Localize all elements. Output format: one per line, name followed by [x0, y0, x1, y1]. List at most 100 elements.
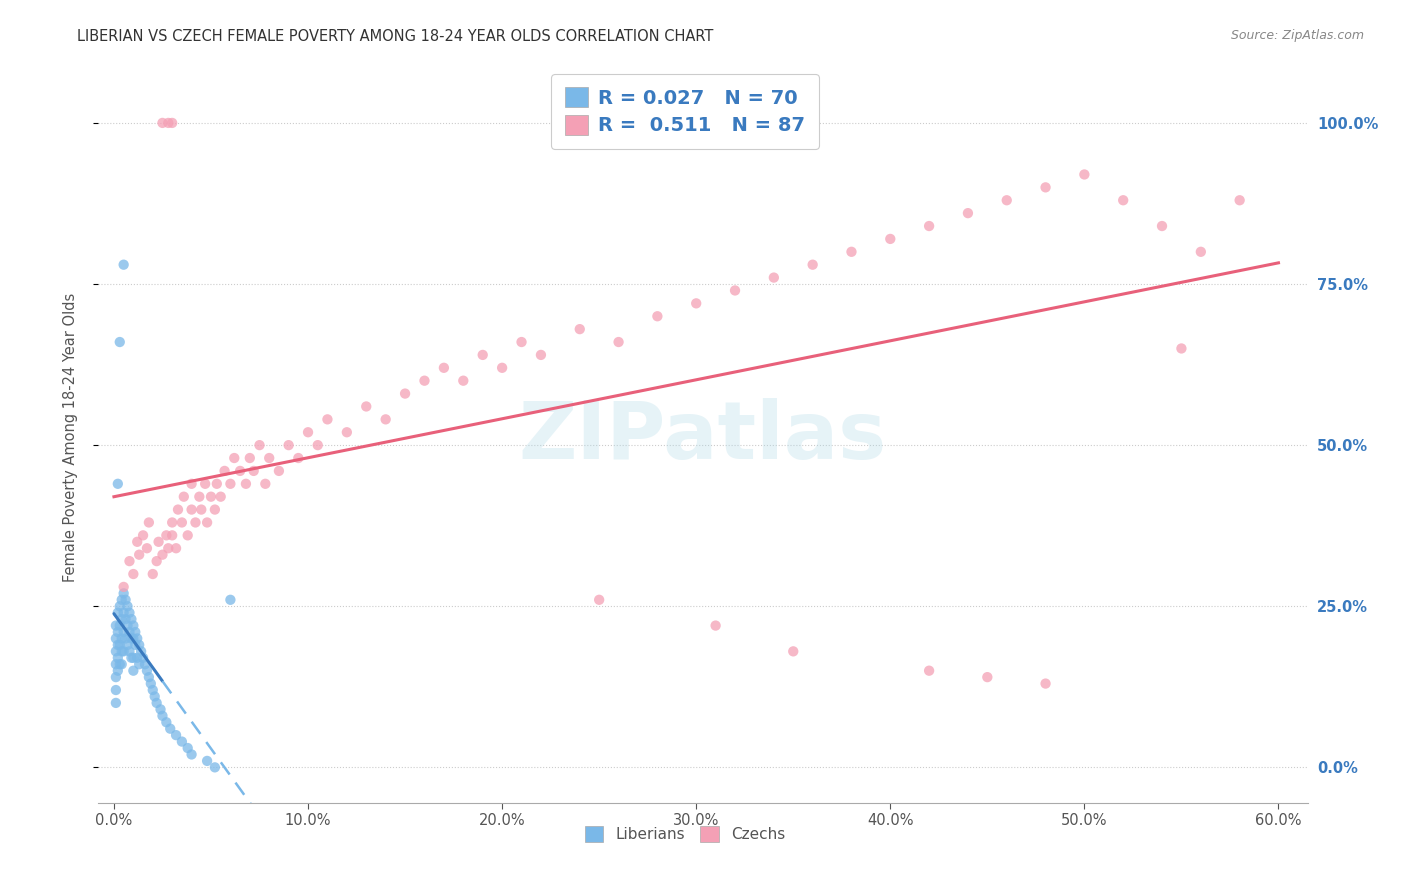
Point	[155, 528, 177, 542]
Point	[120, 650, 142, 665]
Point	[1035, 180, 1057, 194]
Point	[1035, 676, 1057, 690]
Point	[453, 374, 475, 388]
Point	[117, 638, 139, 652]
Point	[149, 702, 172, 716]
Point	[995, 193, 1018, 207]
Point	[510, 334, 533, 349]
Point	[762, 270, 785, 285]
Point	[647, 310, 669, 324]
Point	[235, 476, 257, 491]
Point	[180, 747, 202, 762]
Point	[195, 754, 218, 768]
Point	[374, 412, 396, 426]
Point	[142, 683, 165, 698]
Point	[138, 516, 160, 530]
Point	[122, 632, 145, 646]
Point	[530, 348, 553, 362]
Point	[491, 360, 513, 375]
Point	[841, 244, 863, 259]
Point	[108, 618, 131, 632]
Point	[188, 490, 211, 504]
Point	[394, 386, 416, 401]
Point	[219, 476, 242, 491]
Point	[354, 400, 377, 414]
Point	[152, 116, 174, 130]
Text: ZIPatlas: ZIPatlas	[519, 398, 887, 476]
Point	[114, 592, 136, 607]
Point	[107, 625, 129, 640]
Point	[118, 554, 141, 568]
Point	[128, 657, 150, 672]
Point	[104, 644, 127, 658]
Point	[114, 632, 136, 646]
Point	[160, 116, 183, 130]
Point	[127, 534, 149, 549]
Point	[704, 618, 727, 632]
Y-axis label: Female Poverty Among 18-24 Year Olds: Female Poverty Among 18-24 Year Olds	[63, 293, 77, 582]
Point	[132, 528, 155, 542]
Point	[160, 516, 183, 530]
Point	[204, 502, 226, 516]
Point	[1189, 244, 1212, 259]
Point	[148, 534, 170, 549]
Point	[267, 464, 290, 478]
Point	[136, 664, 159, 678]
Point	[239, 450, 262, 465]
Point	[205, 476, 228, 491]
Point	[108, 599, 131, 614]
Point	[155, 715, 177, 730]
Point	[145, 554, 167, 568]
Point	[104, 618, 127, 632]
Point	[111, 632, 134, 646]
Point	[107, 664, 129, 678]
Point	[112, 258, 135, 272]
Point	[104, 696, 127, 710]
Point	[145, 696, 167, 710]
Point	[568, 322, 591, 336]
Point	[143, 690, 166, 704]
Point	[159, 722, 181, 736]
Point	[134, 657, 156, 672]
Point	[112, 606, 135, 620]
Point	[127, 650, 149, 665]
Point	[200, 490, 222, 504]
Point	[117, 618, 139, 632]
Point	[277, 438, 299, 452]
Point	[307, 438, 329, 452]
Point	[120, 632, 142, 646]
Point	[160, 528, 183, 542]
Point	[157, 541, 180, 556]
Point	[287, 450, 309, 465]
Point	[242, 464, 264, 478]
Point	[471, 348, 494, 362]
Point	[112, 586, 135, 600]
Point	[209, 490, 232, 504]
Point	[111, 612, 134, 626]
Point	[257, 450, 280, 465]
Point	[107, 476, 129, 491]
Point	[1073, 168, 1095, 182]
Point	[588, 592, 610, 607]
Point	[176, 528, 198, 542]
Point	[254, 476, 277, 491]
Point	[122, 650, 145, 665]
Point	[685, 296, 707, 310]
Point	[118, 644, 141, 658]
Point	[104, 657, 127, 672]
Point	[107, 650, 129, 665]
Point	[229, 464, 252, 478]
Point	[124, 625, 146, 640]
Point	[138, 670, 160, 684]
Point	[104, 683, 127, 698]
Point	[413, 374, 436, 388]
Point	[128, 548, 150, 562]
Point	[918, 664, 941, 678]
Point	[108, 334, 131, 349]
Point	[956, 206, 979, 220]
Text: LIBERIAN VS CZECH FEMALE POVERTY AMONG 18-24 YEAR OLDS CORRELATION CHART: LIBERIAN VS CZECH FEMALE POVERTY AMONG 1…	[77, 29, 714, 45]
Point	[1170, 342, 1192, 356]
Point	[184, 516, 207, 530]
Point	[139, 676, 162, 690]
Point	[118, 606, 141, 620]
